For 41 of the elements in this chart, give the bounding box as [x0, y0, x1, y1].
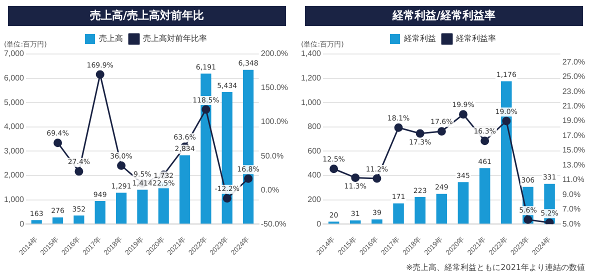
- y-tick-label: 1,000: [4, 195, 25, 204]
- y2-tick-label: 9.0%: [562, 190, 581, 199]
- y-tick-label: 1,200: [300, 74, 322, 83]
- y2-tick-label: 15.0%: [562, 146, 586, 155]
- y2-tick-label: -50.0%: [260, 219, 286, 228]
- y-tick-label: 0: [20, 219, 25, 228]
- y-tick-label: 5,000: [4, 98, 25, 107]
- legend-label: 売上高対前年比率: [143, 34, 207, 44]
- y-tick-label: 800: [308, 122, 322, 132]
- y2-tick-label: 5.0%: [562, 219, 581, 228]
- y2-tick-label: 200.0%: [260, 49, 288, 58]
- text: ※売上高、経常利益ともに2021年より連結の数値: [406, 262, 585, 273]
- y2-tick-label: 13.0%: [562, 160, 586, 170]
- y2-tick-label: 17.0%: [562, 130, 586, 140]
- y-tick-label: 3,000: [4, 146, 25, 156]
- legend-label: 売上高: [99, 34, 123, 44]
- y2-tick-label: 25.0%: [562, 72, 586, 82]
- y-tick-label: 200: [308, 195, 322, 204]
- y-tick-label: 2,000: [4, 170, 25, 180]
- y-tick-label: 6,000: [4, 74, 25, 83]
- y2-tick-label: 19.0%: [562, 116, 586, 126]
- y-tick-label: 400: [308, 170, 322, 180]
- y2-tick-label: 50.0%: [260, 151, 284, 160]
- y-tick-label: 600: [308, 146, 322, 156]
- chart-title: 売上高/売上高対前年比: [8, 6, 286, 26]
- y-tick-label: 0: [316, 219, 322, 228]
- y-tick-label: 7,000: [4, 49, 25, 58]
- y2-tick-label: 23.0%: [562, 86, 586, 96]
- y2-tick-label: 21.0%: [562, 101, 586, 110]
- y2-tick-label: 100.0%: [260, 117, 288, 126]
- y-tick-label: 1,400: [300, 49, 322, 58]
- y2-tick-label: 7.0%: [562, 204, 581, 214]
- y2-tick-label: 27.0%: [562, 57, 586, 66]
- y2-tick-label: 0.0%: [260, 185, 280, 194]
- chart-title: 経常利益/経常利益率: [305, 6, 583, 26]
- y2-tick-label: 150.0%: [260, 83, 288, 92]
- legend-label: 経常利益率: [455, 34, 496, 44]
- legend-label: 経常利益: [403, 34, 436, 44]
- y2-tick-label: 11.0%: [562, 175, 584, 184]
- y-tick-label: 4,000: [4, 122, 25, 132]
- y-tick-label: 1,000: [300, 98, 322, 107]
